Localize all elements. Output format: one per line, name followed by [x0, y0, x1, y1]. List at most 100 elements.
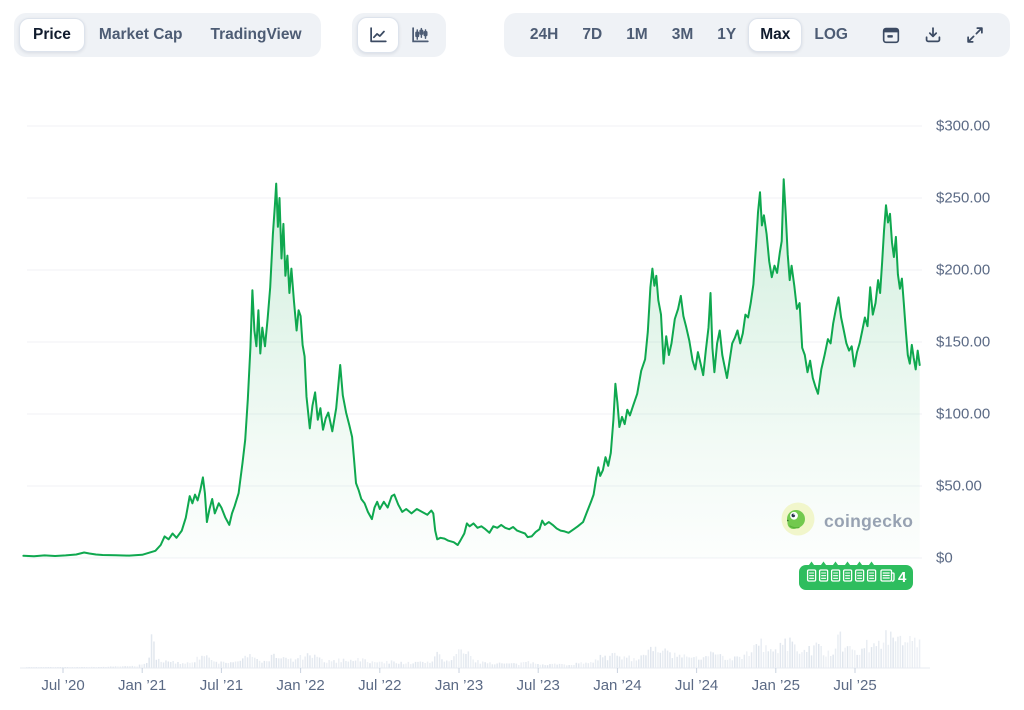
volume-bar	[354, 660, 357, 668]
volume-bar	[743, 654, 746, 668]
volume-bar	[441, 659, 443, 668]
volume-bar	[489, 662, 491, 668]
volume-bar	[609, 655, 611, 668]
fullscreen-button[interactable]	[954, 17, 996, 53]
volume-bar	[292, 661, 294, 668]
volume-bar	[918, 639, 921, 668]
volume-bar	[251, 656, 254, 668]
range-1m[interactable]: 1M	[614, 18, 660, 52]
volume-bar	[146, 663, 148, 668]
volume-bar	[275, 658, 278, 668]
volume-bar	[520, 662, 522, 668]
volume-bar	[506, 663, 508, 668]
volume-bar	[503, 663, 506, 668]
volume-bar	[222, 661, 225, 668]
volume-bar	[830, 656, 832, 668]
volume-bar	[842, 651, 844, 668]
volume-bar	[813, 645, 815, 668]
volume-bar	[143, 663, 146, 668]
volume-bar	[376, 662, 378, 668]
volume-bar	[453, 656, 455, 668]
volume-bar	[573, 665, 575, 668]
volume-bar	[774, 649, 777, 668]
volume-bar	[854, 650, 856, 668]
volume-bar	[870, 647, 873, 668]
volume-bar	[494, 664, 496, 668]
volume-bar	[333, 660, 335, 668]
volume-bar	[254, 657, 256, 668]
volume-bar	[153, 641, 155, 668]
volume-bar	[138, 664, 141, 668]
log-scale-button[interactable]: LOG	[802, 18, 860, 52]
volume-bar	[738, 656, 741, 668]
candlestick-chart-button[interactable]	[399, 17, 441, 53]
volume-bar	[674, 652, 676, 668]
volume-bar	[393, 661, 395, 668]
volume-bar	[167, 661, 170, 668]
volume-bar	[285, 657, 287, 668]
volume-bar	[566, 665, 568, 668]
volume-bar	[112, 666, 114, 668]
volume-bar	[801, 652, 803, 668]
volume-bar	[434, 656, 436, 668]
volume-bar	[594, 659, 597, 668]
volume-bar	[522, 662, 525, 668]
volume-bar	[477, 660, 479, 668]
volume-bar	[654, 646, 657, 668]
volume-bar	[575, 662, 578, 668]
news-event-marker-icon	[830, 561, 841, 582]
volume-bar	[640, 655, 642, 668]
volume-bar	[525, 662, 527, 668]
volume-bar	[887, 644, 890, 668]
volume-bar	[892, 637, 894, 668]
volume-bar	[369, 663, 371, 668]
volume-bar	[429, 662, 431, 668]
volume-bar	[383, 663, 386, 668]
volume-bar	[362, 658, 364, 668]
x-axis-label: Jan ’22	[276, 677, 324, 694]
news-events-badge[interactable]: 4	[799, 561, 914, 590]
volume-bar	[261, 662, 263, 668]
range-1y[interactable]: 1Y	[705, 18, 748, 52]
volume-bar	[302, 659, 304, 668]
volume-bar	[405, 663, 407, 668]
volume-bar	[417, 661, 419, 668]
range-group: 24H 7D 1M 3M 1Y Max LOG	[503, 13, 1010, 57]
volume-bar	[374, 662, 376, 668]
volume-bar	[794, 644, 796, 668]
range-24h[interactable]: 24H	[518, 18, 570, 52]
volume-bar	[220, 661, 222, 668]
volume-bar	[407, 661, 410, 668]
range-max[interactable]: Max	[748, 18, 803, 52]
volume-bar	[746, 651, 748, 668]
tab-market-cap[interactable]: Market Cap	[85, 18, 197, 52]
y-axis-labels: $300.00 $250.00 $200.00 $150.00 $100.00 $50.0…	[936, 117, 990, 566]
volume-bar	[287, 659, 290, 668]
volume-bar	[873, 643, 875, 668]
range-3m[interactable]: 3M	[660, 18, 706, 52]
volume-bar	[666, 650, 669, 668]
x-axis-label: Jul ’25	[833, 677, 876, 694]
tab-price[interactable]: Price	[19, 18, 85, 52]
volume-bar	[400, 661, 402, 668]
download-button[interactable]	[912, 17, 954, 53]
volume-bar	[911, 641, 914, 668]
volume-bar	[155, 659, 158, 668]
range-7d[interactable]: 7D	[570, 18, 614, 52]
volume-bar	[419, 661, 422, 668]
volume-bar	[306, 653, 309, 668]
volume-bar	[662, 650, 664, 668]
volume-bar	[818, 644, 820, 668]
tab-tradingview[interactable]: TradingView	[196, 18, 315, 52]
calendar-button[interactable]	[870, 17, 912, 53]
volume-bar	[266, 661, 268, 668]
volume-bar	[551, 663, 554, 668]
volume-bar	[148, 657, 150, 668]
volume-bar	[249, 654, 251, 668]
volume-bar	[482, 661, 484, 668]
volume-bar	[669, 652, 671, 668]
volume-bar	[602, 657, 604, 668]
volume-bar	[688, 657, 690, 668]
line-chart-button[interactable]	[357, 17, 399, 53]
